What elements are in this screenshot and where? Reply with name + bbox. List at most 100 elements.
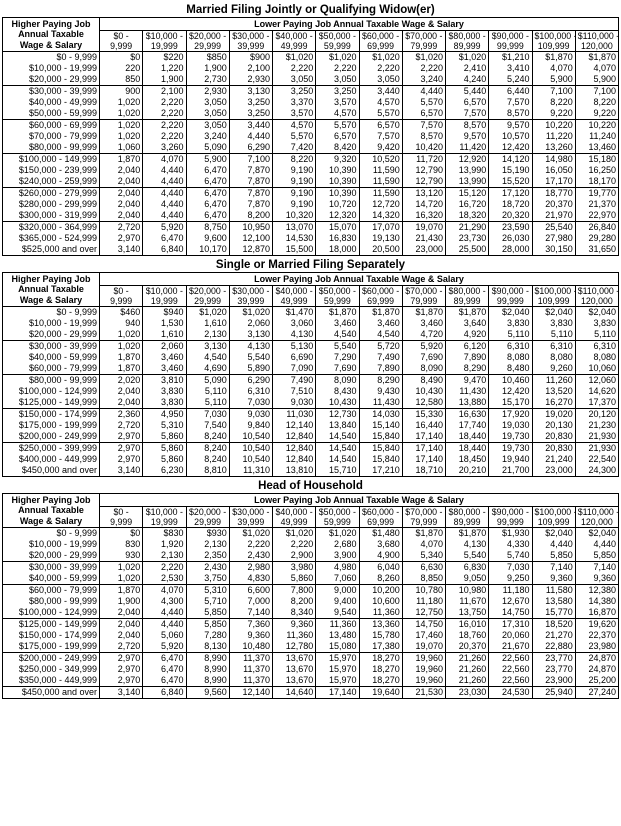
table-cell: 23,730 [445,233,490,244]
table-cell: 10,780 [402,584,447,596]
row-label: $100,000 - 124,999 [2,386,100,397]
table-cell: 10,390 [315,176,360,188]
column-header: $110,000 -120,000 [575,285,620,307]
table-cell: 5,850 [575,550,620,562]
table-cell: 11,590 [359,176,403,188]
column-header-line: 39,999 [237,517,265,527]
row-label: $40,000 - 59,999 [2,352,100,363]
table-row: $100,000 - 124,999 2,040 3,830 5,110 6,310 7,… [2,386,620,397]
table-cell: 21,260 [445,652,490,664]
table-cell: 20,130 [532,420,576,431]
table-cell: 15,190 [488,165,533,176]
table-cell: 12,720 [359,199,403,210]
table-cell: 2,970 [99,233,144,244]
table-cell: 17,920 [488,408,533,420]
table-cell: 6,570 [359,119,403,131]
table-cell: 1,610 [186,318,230,329]
table-cell: 6,310 [575,340,620,352]
table-cell: $900 [229,51,274,63]
table-cell: 14,540 [315,431,360,443]
row-label: $350,000 - 449,999 [2,675,100,687]
table-cell: 2,100 [229,63,274,74]
table-cell: 18,710 [402,465,447,477]
column-header: $40,000 -49,999 [272,285,317,307]
table-cell: 7,420 [272,142,317,154]
table-cell: 3,570 [272,108,317,120]
table-cell: 5,110 [532,329,576,341]
table-cell: 20,830 [532,442,576,454]
column-header-line: 59,999 [323,517,351,527]
table-cell: 8,240 [186,454,230,465]
table-cell: 2,220 [229,539,274,550]
row-label: $10,000 - 19,999 [2,318,100,329]
table-cell: 2,060 [229,318,274,329]
table-cell: 23,000 [532,465,576,477]
table-cell: 13,670 [272,664,317,675]
table-cell: 20,830 [532,431,576,443]
table-cell: 2,220 [142,561,187,573]
table-cell: 4,440 [229,131,274,142]
column-header-line: $100,000 - [534,31,576,41]
table-cell: 21,260 [445,675,490,687]
table-cell: 5,710 [186,596,230,607]
column-header-line: $10,000 - [145,286,183,296]
table-cell: 19,030 [488,420,533,431]
row-label: $175,000 - 199,999 [2,641,100,653]
table-cell: 7,870 [229,165,274,176]
table-cell: 17,380 [359,641,403,653]
table-cell: 21,530 [402,686,447,699]
table-cell: 7,100 [575,85,620,97]
row-label: $0 - 9,999 [2,527,100,539]
table-cell: $1,870 [575,51,620,63]
table-cell: $1,020 [272,51,317,63]
column-header-line: 109,999 [537,41,570,51]
table-cell: 18,770 [532,187,576,199]
table-cell: $1,870 [359,306,403,318]
table-cell: 4,130 [445,539,490,550]
row-header-line: Higher Paying Job [11,494,91,505]
table-row: $260,000 - 279,999 2,040 4,440 6,470 7,870 9,… [2,187,620,199]
table-cell: 14,120 [488,153,533,165]
table-cell: 20,370 [532,199,576,210]
table-cell: 3,460 [402,318,447,329]
table-cell: 11,430 [445,386,490,397]
table-cell: 24,870 [575,664,620,675]
table-cell: 5,090 [186,374,230,386]
column-header-line: 49,999 [280,296,308,306]
table-cell: 2,530 [142,573,187,585]
table-cell: 2,970 [99,652,144,664]
table-cell: 7,100 [532,85,576,97]
table-cell: 21,260 [445,664,490,675]
table-row: $60,000 - 69,999 1,020 2,220 3,050 3,440 4,57… [2,119,620,131]
column-header: $110,000 -120,000 [575,30,620,52]
table-cell: 12,380 [575,584,620,596]
table-row: $100,000 - 124,999 2,040 4,440 5,850 7,140 8,… [2,607,620,619]
table-cell: 4,690 [186,363,230,375]
column-header-line: $40,000 - [275,286,313,296]
table-cell: 11,590 [359,165,403,176]
table-cell: 11,670 [445,596,490,607]
table-cell: 3,440 [359,85,403,97]
table-cell: 21,370 [575,199,620,210]
table-cell: 2,040 [99,176,144,188]
table-cell: 3,130 [186,340,230,352]
table-cell: 4,900 [359,550,403,562]
table-row: $20,000 - 29,999 930 2,130 2,350 2,430 2,900 3… [2,550,620,562]
table-cell: 9,190 [272,199,317,210]
row-label: $150,000 - 174,999 [2,630,100,641]
table-cell: $1,210 [488,51,533,63]
table-row: $80,000 - 99,999 1,060 3,260 5,090 6,290 7,42… [2,142,620,154]
withholding-table: Higher Paying Job Annual Taxable Wage & Sa… [2,272,620,477]
table-cell: 19,130 [359,233,403,244]
table-cell: 6,470 [186,187,230,199]
table-row: $30,000 - 39,999 1,020 2,220 2,430 2,980 3,98… [2,561,620,573]
table-row: $20,000 - 29,999 1,020 1,610 2,130 3,130 4,13… [2,329,620,341]
column-header: $20,000 -29,999 [186,30,230,52]
table-cell: 4,540 [186,352,230,363]
table-cell: 7,570 [402,119,447,131]
table-cell: 12,670 [488,596,533,607]
table-row: $150,000 - 239,999 2,040 4,440 6,470 7,870 9,… [2,165,620,176]
column-header-line: 79,999 [410,517,438,527]
column-header: $20,000 -29,999 [186,285,230,307]
table-cell: 8,220 [575,97,620,108]
